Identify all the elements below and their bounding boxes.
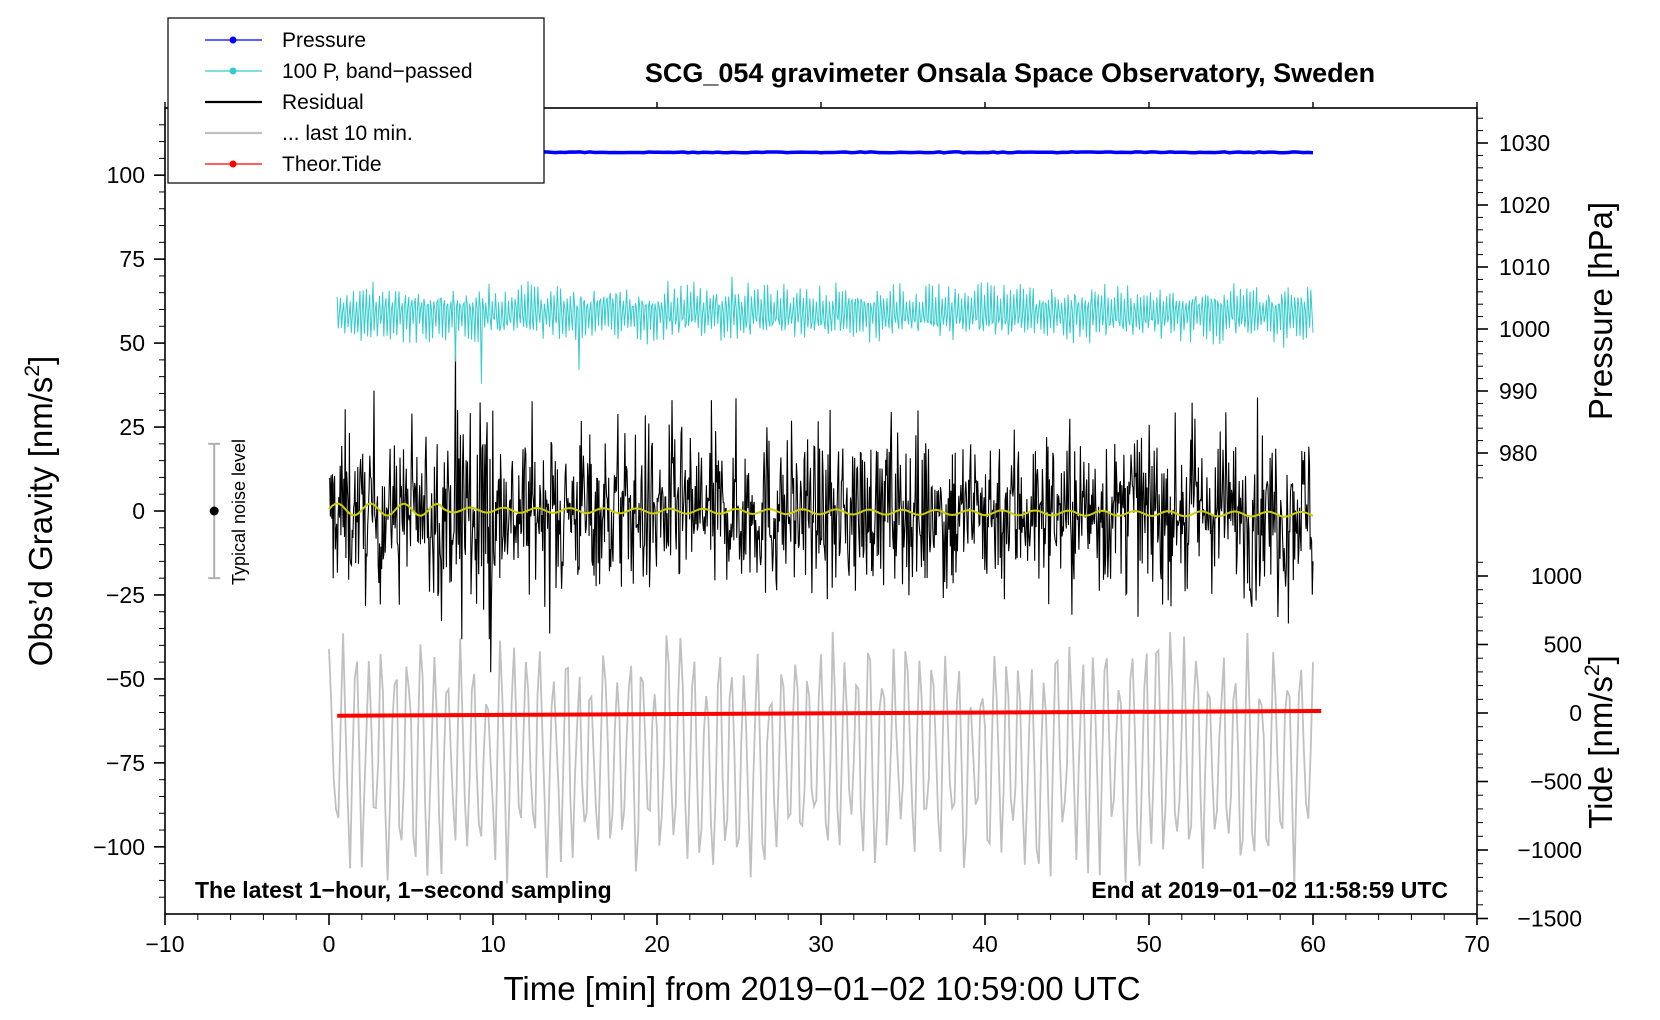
legend: Pressure 100 P, band−passed Residual ... la… bbox=[167, 17, 545, 184]
legend-label: Pressure bbox=[282, 29, 366, 52]
legend-entry: Pressure bbox=[205, 29, 366, 52]
noise-center-dot bbox=[209, 506, 219, 516]
annotation-end-time: End at 2019−01−02 11:58:59 UTC bbox=[1091, 877, 1448, 903]
legend-marker bbox=[229, 36, 237, 44]
y-axis-title-sup: 2 bbox=[21, 365, 44, 377]
pressure-tick-label: 980 bbox=[1499, 440, 1537, 466]
y-tick-label: −100 bbox=[93, 834, 145, 860]
series-theoretical-tide bbox=[337, 708, 1322, 718]
y-axis-title-close: ] bbox=[22, 356, 59, 365]
legend-label: ... last 10 min. bbox=[282, 122, 413, 145]
tide-tick-label: −500 bbox=[1530, 769, 1582, 795]
x-tick-label: 30 bbox=[808, 931, 834, 957]
series-smoothed-residual bbox=[328, 502, 1314, 518]
tide-axis-title: Tide [nm/s2] bbox=[1581, 655, 1619, 829]
y-tick-label: 25 bbox=[119, 414, 145, 440]
y-tick-label: 50 bbox=[119, 330, 145, 356]
axis-layer: −10 0 10 20 30 40 50 60 70−100−75−50−25025507510… bbox=[93, 102, 1582, 957]
y-tick-label: −25 bbox=[106, 582, 145, 608]
x-tick-label: 60 bbox=[1300, 931, 1326, 957]
x-tick-label: 0 bbox=[323, 931, 336, 957]
tide-tick-label: −1500 bbox=[1517, 906, 1582, 932]
x-tick-label: 70 bbox=[1464, 931, 1490, 957]
x-tick-label: 10 bbox=[480, 931, 506, 957]
tide-axis-title-sup: 2 bbox=[1581, 664, 1604, 676]
noise-indicator: Typical noise level bbox=[208, 439, 249, 585]
y-axis-title: Obs’d Gravity [nm/s2] bbox=[21, 356, 59, 667]
tide-tick-label: 0 bbox=[1569, 700, 1582, 726]
series-last-10-min bbox=[328, 631, 1314, 887]
y-tick-label: 0 bbox=[132, 498, 145, 524]
pressure-axis-title: Pressure [hPa] bbox=[1582, 202, 1619, 420]
x-tick-label: 40 bbox=[972, 931, 998, 957]
legend-label: Residual bbox=[282, 91, 364, 114]
legend-entry: Theor.Tide bbox=[205, 153, 382, 176]
legend-entry: 100 P, band−passed bbox=[205, 60, 473, 83]
noise-label: Typical noise level bbox=[229, 439, 249, 585]
legend-marker bbox=[229, 67, 237, 75]
pressure-tick-label: 1010 bbox=[1499, 254, 1550, 280]
tide-tick-label: 1000 bbox=[1531, 563, 1582, 589]
y-tick-label: −50 bbox=[106, 666, 145, 692]
legend-entry: ... last 10 min. bbox=[205, 122, 413, 145]
y-tick-label: 100 bbox=[107, 162, 145, 188]
pressure-tick-label: 1030 bbox=[1499, 130, 1550, 156]
tide-axis-title-close: ] bbox=[1582, 655, 1619, 664]
y-tick-label: −75 bbox=[106, 750, 145, 776]
legend-label: Theor.Tide bbox=[282, 153, 382, 176]
pressure-tick-label: 1020 bbox=[1499, 192, 1550, 218]
legend-box bbox=[167, 17, 545, 184]
legend-label: 100 P, band−passed bbox=[282, 60, 473, 83]
y-axis-title-main: Obs’d Gravity [nm/s bbox=[22, 377, 59, 667]
pressure-tick-label: 1000 bbox=[1499, 316, 1550, 342]
legend-marker bbox=[229, 160, 237, 168]
x-tick-label: 50 bbox=[1136, 931, 1162, 957]
tide-axis-title-main: Tide [nm/s bbox=[1582, 676, 1619, 829]
legend-entries: Pressure 100 P, band−passed Residual ... la… bbox=[205, 29, 473, 176]
series-100p-band-passed bbox=[336, 276, 1314, 384]
x-axis-title: Time [min] from 2019−01−02 10:59:00 UTC bbox=[503, 970, 1140, 1007]
tide-tick-label: −1000 bbox=[1517, 837, 1582, 863]
annotation-sampling: The latest 1−hour, 1−second sampling bbox=[195, 877, 612, 903]
x-tick-label: −10 bbox=[145, 931, 184, 957]
series-residual bbox=[328, 349, 1314, 673]
pressure-tick-label: 990 bbox=[1499, 378, 1537, 404]
y-tick-label: 75 bbox=[119, 246, 145, 272]
tide-tick-label: 500 bbox=[1544, 632, 1582, 658]
legend-entry: Residual bbox=[205, 91, 364, 114]
x-tick-label: 20 bbox=[644, 931, 670, 957]
chart-title: SCG_054 gravimeter Onsala Space Observat… bbox=[645, 58, 1375, 88]
